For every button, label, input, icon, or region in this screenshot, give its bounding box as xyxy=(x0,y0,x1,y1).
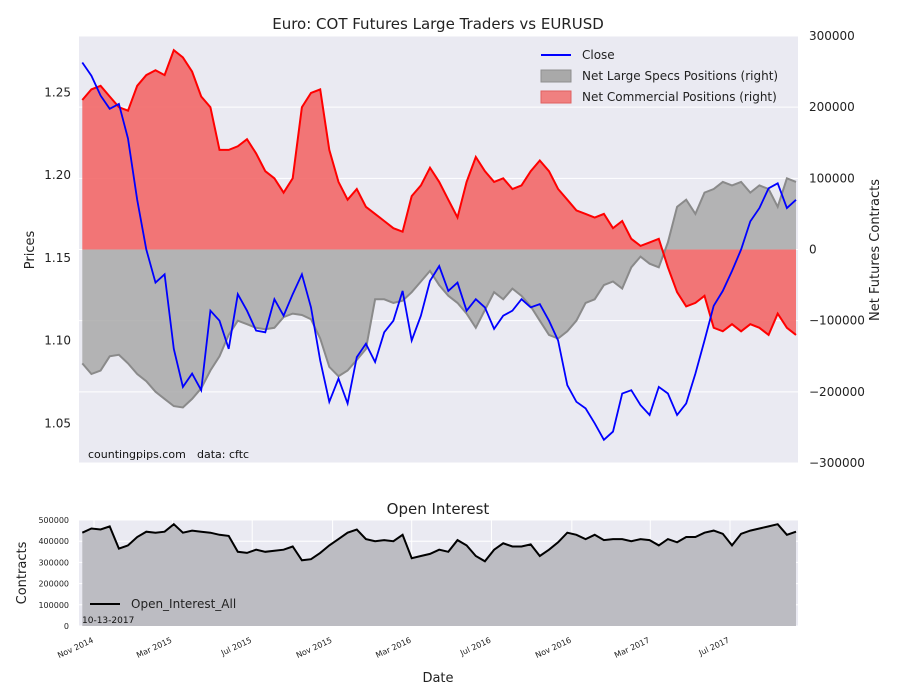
close-line xyxy=(81,61,797,442)
right-tick-label: 100000 xyxy=(809,171,855,185)
oi-y-axis-ticks: 0 100000 200000 300000 400000 500000 xyxy=(38,516,69,631)
legend-commercial-label: Net Commercial Positions (right) xyxy=(582,90,777,104)
legend-oi-label: Open_Interest_All xyxy=(131,597,236,611)
x-tick-label: Mar 2016 xyxy=(374,636,412,660)
legend-specs-label: Net Large Specs Positions (right) xyxy=(582,69,778,83)
x-tick-label: Mar 2015 xyxy=(135,636,173,660)
oi-y-tick-label: 300000 xyxy=(38,558,69,567)
right-axis-label: Net Futures Contracts xyxy=(868,179,883,321)
oi-y-tick-label: 200000 xyxy=(38,580,69,589)
oi-x-axis-ticks: Nov 2014 Mar 2015 Jul 2015 Nov 2015 Mar 2016… xyxy=(56,636,731,660)
oi-y-axis-label: Contracts xyxy=(15,541,30,604)
right-tick-label: 0 xyxy=(809,243,817,257)
right-tick-label: −100000 xyxy=(809,314,865,328)
oi-y-tick-label: 400000 xyxy=(38,537,69,546)
commercial-line xyxy=(81,48,797,337)
right-tick-label: 200000 xyxy=(809,100,855,114)
oi-y-tick-label: 0 xyxy=(64,622,69,631)
specs-area xyxy=(82,178,797,408)
source-site-note: countingpips.com xyxy=(88,448,186,461)
left-axis-label: Prices xyxy=(23,231,38,270)
x-tick-label: Nov 2014 xyxy=(56,636,95,660)
legend-commercial-swatch xyxy=(540,90,572,104)
oi-series-layer xyxy=(81,522,797,626)
left-tick-label: 1.20 xyxy=(44,168,71,182)
commercial-area xyxy=(82,50,797,335)
x-tick-label: Mar 2017 xyxy=(613,636,651,660)
main-series-layer xyxy=(81,48,797,442)
main-left-axis-ticks: 1.05 1.10 1.15 1.20 1.25 xyxy=(44,85,71,430)
left-tick-label: 1.05 xyxy=(44,416,71,430)
oi-y-tick-label: 500000 xyxy=(38,516,69,525)
right-tick-label: −200000 xyxy=(809,385,865,399)
x-tick-label: Jul 2015 xyxy=(219,636,253,658)
right-tick-label: 300000 xyxy=(809,29,855,43)
x-tick-label: Nov 2016 xyxy=(534,636,573,660)
report-date-note: 10-13-2017 xyxy=(82,616,134,626)
oi-line xyxy=(81,522,797,563)
x-tick-label: Jul 2017 xyxy=(697,636,731,658)
main-chart-title: Euro: COT Futures Large Traders vs EURUS… xyxy=(272,15,604,33)
right-tick-label: −300000 xyxy=(809,456,865,470)
oi-chart-title: Open Interest xyxy=(387,500,490,518)
main-right-axis-ticks: 300000 200000 100000 0 −100000 −200000 −300000 xyxy=(809,29,865,470)
x-tick-label: Jul 2016 xyxy=(458,636,492,658)
source-data-note: data: cftc xyxy=(197,448,249,461)
x-axis-label: Date xyxy=(422,671,453,686)
oi-area xyxy=(82,524,797,626)
left-tick-label: 1.25 xyxy=(44,85,71,99)
legend-specs-swatch xyxy=(540,69,572,83)
oi-y-tick-label: 100000 xyxy=(38,601,69,610)
left-tick-label: 1.15 xyxy=(44,251,71,265)
legend-close-label: Close xyxy=(582,48,615,62)
oi-legend: Open_Interest_All xyxy=(90,597,236,611)
x-tick-label: Nov 2015 xyxy=(295,636,334,660)
main-legend: Close Net Large Specs Positions (right) … xyxy=(540,48,778,104)
left-tick-label: 1.10 xyxy=(44,334,71,348)
